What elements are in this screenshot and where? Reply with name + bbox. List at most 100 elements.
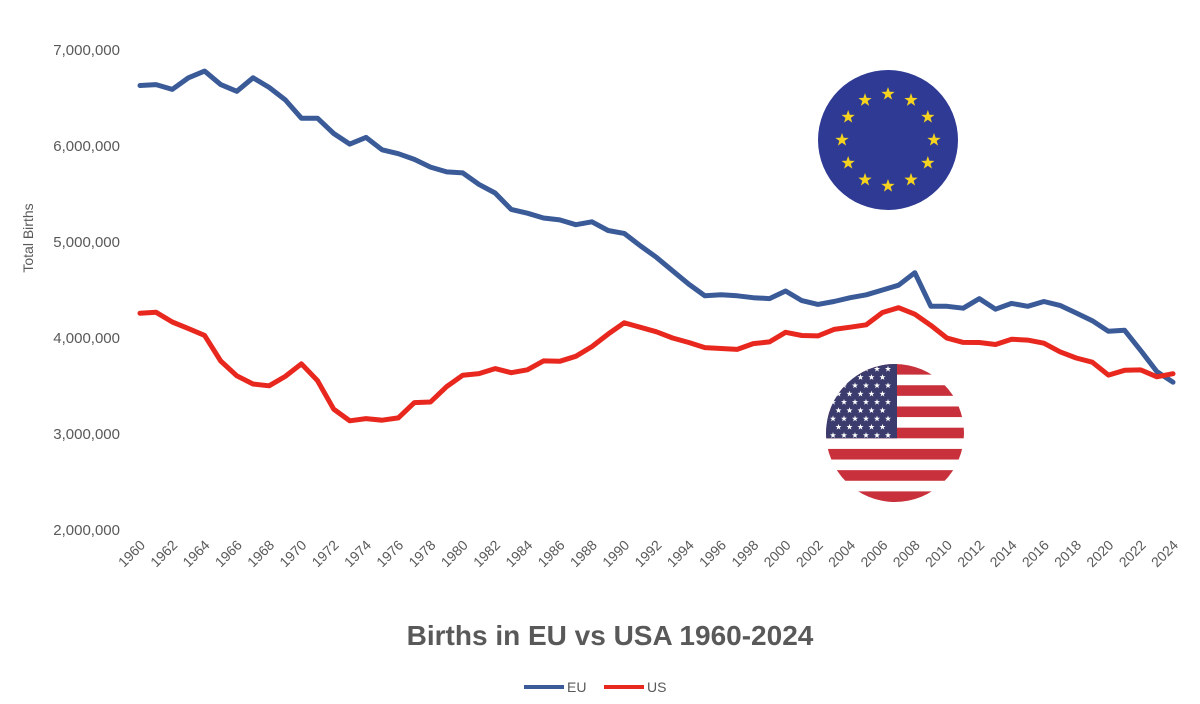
us-star-icon (846, 423, 853, 430)
us-star-icon (862, 398, 870, 405)
eu-star-icon (858, 93, 872, 106)
us-star-icon (873, 398, 881, 405)
us-star-icon (884, 415, 892, 422)
us-star-icon (879, 390, 886, 397)
x-tick-label: 2018 (1051, 537, 1084, 570)
us-star-icon (835, 374, 842, 380)
series-lines (137, 68, 1176, 424)
us-star-icon (879, 407, 886, 414)
eu-flag-icon (818, 70, 958, 210)
x-tick-label: 1972 (308, 537, 341, 570)
us-flag-disc (826, 364, 964, 502)
x-tick-label: 1970 (276, 537, 309, 570)
us-star-icon (851, 382, 859, 389)
x-tick-label: 2024 (1148, 537, 1181, 570)
us-star-icon (846, 374, 853, 380)
us-star-icon (840, 432, 848, 438)
us-star-icon (868, 423, 875, 430)
us-star-icon (884, 365, 892, 372)
eu-star-icon (841, 156, 855, 169)
x-tick-label: 1998 (728, 537, 761, 570)
x-tick-label: 1990 (599, 537, 632, 570)
legend-label-us: US (647, 679, 666, 695)
us-star-icon (835, 423, 842, 430)
y-tick-label: 6,000,000 (53, 138, 120, 155)
us-star-icon (840, 415, 848, 422)
y-axis-ticks: 2,000,000 3,000,000 4,000,000 5,000,000 6,00… (53, 42, 120, 539)
x-tick-label: 2020 (1083, 537, 1116, 570)
eu-star-icon (921, 110, 935, 123)
us-star-icon (857, 390, 864, 397)
y-tick-label: 2,000,000 (53, 522, 120, 539)
x-tick-label: 1974 (341, 537, 374, 570)
x-tick-label: 1994 (664, 537, 697, 570)
eu-star-icon (904, 93, 918, 106)
us-star-icon (868, 390, 875, 397)
x-tick-label: 2016 (1019, 537, 1052, 570)
x-tick-label: 2012 (954, 537, 987, 570)
us-star-icon (857, 407, 864, 414)
x-tick-label: 1986 (534, 537, 567, 570)
x-tick-label: 1962 (147, 537, 180, 570)
us-star-icon (862, 382, 870, 389)
us-star-icon (884, 432, 892, 438)
us-star-icon (829, 432, 837, 438)
x-tick-label: 1988 (567, 537, 600, 570)
us-star-icon (868, 407, 875, 414)
us-star-icon (879, 374, 886, 380)
eu-star-icon (904, 172, 918, 186)
us-star-icon (857, 423, 864, 430)
us-star-icon (835, 390, 842, 397)
eu-flag-disc (818, 70, 958, 210)
x-tick-label: 1982 (470, 537, 503, 570)
us-star-icon (829, 415, 837, 422)
us-star-icon (846, 407, 853, 414)
x-tick-label: 2004 (825, 537, 858, 570)
us-star-icon (879, 423, 886, 430)
us-star-icon (862, 432, 870, 438)
legend: EU US (524, 679, 666, 695)
eu-star-icon (858, 172, 872, 186)
x-tick-label: 1978 (405, 537, 438, 570)
x-tick-label: 2014 (986, 537, 1019, 570)
us-star-icon (851, 398, 859, 405)
chart-title: Births in EU vs USA 1960-2024 (407, 620, 814, 651)
x-tick-label: 1968 (244, 537, 277, 570)
us-star-icon (846, 390, 853, 397)
x-tick-label: 1996 (696, 537, 729, 570)
x-tick-label: 1976 (373, 537, 406, 570)
x-tick-label: 2000 (760, 537, 793, 570)
us-star-icon (851, 415, 859, 422)
y-axis-title: Total Births (20, 203, 36, 272)
y-tick-label: 4,000,000 (53, 330, 120, 347)
eu-star-icon (881, 87, 895, 100)
us-star-icon (873, 415, 881, 422)
us-star-icon (884, 382, 892, 389)
x-tick-label: 2006 (857, 537, 890, 570)
x-tick-label: 1964 (179, 537, 212, 570)
us-star-icon (840, 398, 848, 405)
x-tick-label: 2008 (890, 537, 923, 570)
x-tick-label: 1960 (115, 537, 148, 570)
legend-label-eu: EU (567, 679, 586, 695)
us-star-icon (873, 382, 881, 389)
series-line-us (137, 305, 1176, 424)
x-tick-label: 2010 (922, 537, 955, 570)
y-tick-label: 3,000,000 (53, 426, 120, 443)
us-star-icon (857, 374, 864, 380)
x-tick-label: 1992 (631, 537, 664, 570)
eu-star-icon (927, 133, 941, 146)
us-star-icon (851, 432, 859, 438)
x-tick-label: 2002 (793, 537, 826, 570)
x-axis-ticks: 1960196219641966196819701972197419761978… (115, 537, 1181, 570)
x-tick-label: 1980 (438, 537, 471, 570)
us-star-icon (851, 365, 859, 372)
x-tick-label: 1966 (212, 537, 245, 570)
us-star-icon (868, 374, 875, 380)
y-tick-label: 5,000,000 (53, 234, 120, 251)
us-star-icon (873, 432, 881, 438)
us-star-icon (840, 365, 848, 372)
eu-star-icon (881, 179, 895, 192)
